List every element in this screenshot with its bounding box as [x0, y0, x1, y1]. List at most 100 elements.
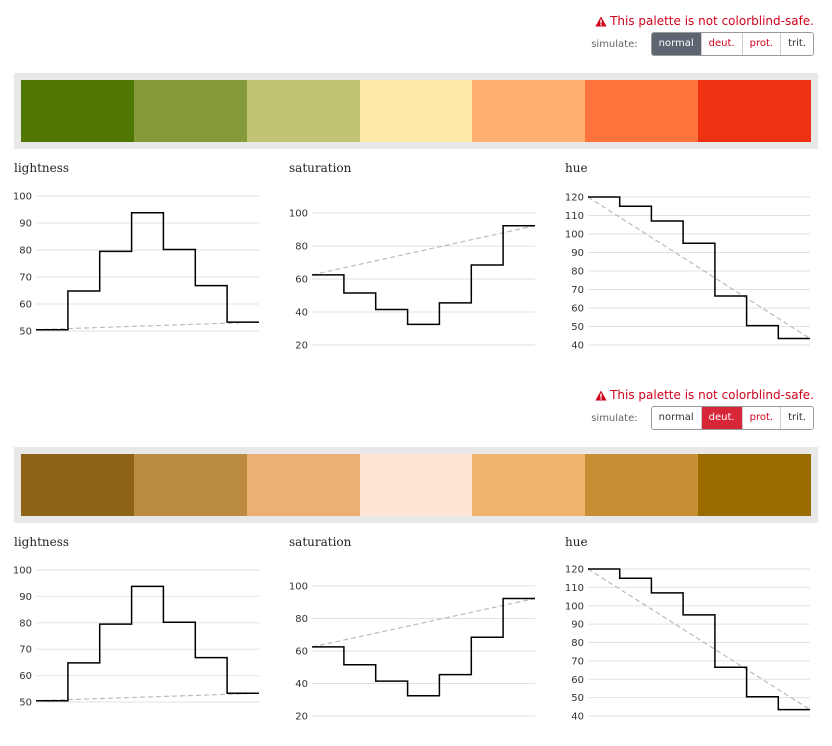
y-tick-label: 70 — [19, 273, 32, 284]
y-tick-label: 80 — [295, 242, 308, 253]
color-swatch-1 — [21, 80, 134, 142]
chart-lightness-2: 50 60 70 80 90 100 — [13, 566, 260, 709]
simulate-prot-button[interactable]: prot. — [742, 33, 782, 55]
chart-hue-2: 40 50 60 70 80 90 100 110 120 — [565, 565, 811, 723]
simulate-control-2: simulate: normal deut. prot. trit. — [591, 406, 814, 430]
y-tick-label: 60 — [571, 675, 584, 686]
y-tick-label: 50 — [571, 322, 584, 333]
y-tick-label: 50 — [19, 327, 32, 338]
y-tick-label: 80 — [19, 246, 32, 257]
trend-line — [311, 225, 536, 276]
chart-lightness-1: 50 60 70 80 90 100 — [13, 192, 260, 338]
y-tick-label: 100 — [565, 230, 584, 241]
color-swatch-6 — [585, 454, 699, 516]
y-tick-label: 60 — [295, 647, 308, 658]
step-line — [588, 568, 810, 711]
color-swatch-7 — [698, 454, 812, 516]
y-tick-label: 90 — [19, 219, 32, 230]
color-swatch-4 — [359, 454, 473, 516]
color-swatch-7 — [698, 80, 812, 142]
color-swatch-2 — [133, 454, 247, 516]
simulate-button-group: normal deut. prot. trit. — [650, 32, 814, 56]
simulate-control-1: simulate: normal deut. prot. trit. — [591, 32, 814, 56]
y-tick-label: 70 — [571, 656, 584, 667]
chart-title-saturation: saturation — [289, 535, 352, 549]
simulate-button-group: normal deut. prot. trit. — [650, 406, 814, 430]
chart-title-saturation: saturation — [289, 161, 352, 175]
y-tick-label: 40 — [295, 679, 308, 690]
y-tick-label: 100 — [289, 209, 308, 220]
y-tick-label: 90 — [19, 592, 32, 603]
y-tick-label: 120 — [565, 565, 584, 576]
y-tick-label: 90 — [571, 248, 584, 259]
chart-saturation-2: 20 40 60 80 100 — [289, 582, 536, 723]
step-line — [36, 211, 259, 331]
color-swatch-2 — [133, 80, 247, 142]
y-tick-label: 60 — [19, 671, 32, 682]
y-tick-label: 40 — [571, 712, 584, 723]
y-tick-label: 40 — [571, 341, 584, 352]
y-tick-label: 50 — [19, 698, 32, 709]
color-swatch-3 — [246, 80, 360, 142]
y-tick-label: 100 — [13, 566, 32, 577]
simulate-trit-button[interactable]: trit. — [781, 33, 813, 55]
y-tick-label: 110 — [565, 211, 584, 222]
color-swatch-1 — [21, 454, 134, 516]
color-swatch-5 — [472, 454, 586, 516]
step-line — [312, 597, 535, 697]
chart-title-lightness: lightness — [14, 535, 70, 549]
y-tick-label: 80 — [571, 638, 584, 649]
simulate-label: simulate: — [591, 412, 638, 424]
y-tick-label: 100 — [13, 192, 32, 203]
trend-line — [587, 568, 811, 711]
y-tick-label: 70 — [571, 285, 584, 296]
chart-title-hue: hue — [565, 535, 588, 549]
y-tick-label: 100 — [565, 601, 584, 612]
simulate-prot-button[interactable]: prot. — [742, 407, 782, 429]
warning-text: This palette is not colorblind-safe. — [610, 14, 814, 28]
simulate-normal-button[interactable]: normal — [651, 33, 702, 55]
warning-icon — [595, 16, 607, 27]
y-tick-label: 60 — [19, 300, 32, 311]
y-tick-label: 80 — [571, 267, 584, 278]
trend-line — [35, 692, 260, 702]
chart-title-hue: hue — [565, 161, 588, 175]
color-swatch-4 — [359, 80, 473, 142]
step-line — [588, 196, 810, 340]
chart-saturation-1: 20 40 60 80 100 — [289, 209, 536, 352]
y-tick-label: 110 — [565, 583, 584, 594]
color-swatch-5 — [472, 80, 586, 142]
trend-line — [311, 597, 536, 648]
y-tick-label: 90 — [571, 620, 584, 631]
warning-icon — [595, 390, 607, 401]
step-line — [36, 585, 259, 702]
simulate-trit-button[interactable]: trit. — [781, 407, 813, 429]
palette-strip-2 — [14, 447, 818, 523]
chart-title-lightness: lightness — [14, 161, 70, 175]
simulate-deut-button[interactable]: deut. — [701, 33, 743, 55]
color-swatch-6 — [585, 80, 699, 142]
chart-hue-1: 40 50 60 70 80 90 100 110 120 — [565, 193, 811, 352]
y-tick-label: 60 — [295, 275, 308, 286]
step-line — [312, 224, 535, 326]
warning-text: This palette is not colorblind-safe. — [610, 388, 814, 402]
y-tick-label: 40 — [295, 308, 308, 319]
y-tick-label: 120 — [565, 193, 584, 204]
color-swatch-3 — [246, 454, 360, 516]
palette-strip-1 — [14, 73, 818, 149]
y-tick-label: 100 — [289, 582, 308, 593]
trend-line — [35, 321, 260, 331]
y-tick-label: 20 — [295, 341, 308, 352]
simulate-label: simulate: — [591, 38, 638, 50]
simulate-normal-button[interactable]: normal — [651, 407, 702, 429]
colorblind-warning-1: This palette is not colorblind-safe. — [595, 14, 814, 28]
y-tick-label: 80 — [295, 614, 308, 625]
trend-line — [587, 196, 811, 340]
simulate-deut-button[interactable]: deut. — [701, 407, 743, 429]
y-tick-label: 60 — [571, 304, 584, 315]
y-tick-label: 70 — [19, 645, 32, 656]
colorblind-warning-2: This palette is not colorblind-safe. — [595, 388, 814, 402]
y-tick-label: 80 — [19, 618, 32, 629]
y-tick-label: 20 — [295, 712, 308, 723]
y-tick-label: 50 — [571, 693, 584, 704]
